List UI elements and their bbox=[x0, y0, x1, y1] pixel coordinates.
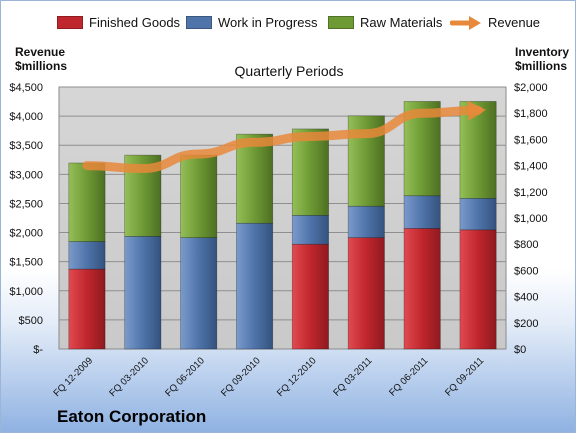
right-tick-label: $400 bbox=[514, 292, 538, 304]
left-tick-label: $500 bbox=[19, 315, 43, 327]
left-tick-label: $2,000 bbox=[9, 228, 43, 240]
right-tick-label: $200 bbox=[514, 318, 538, 330]
legend: Finished Goods Work in Progress Raw Mate… bbox=[1, 15, 575, 35]
plot-title: Quarterly Periods bbox=[234, 63, 344, 79]
x-tick-label: FQ 06-2011 bbox=[387, 355, 430, 398]
right-tick-label: $1,600 bbox=[514, 134, 548, 146]
legend-item-finished-goods: Finished Goods bbox=[57, 15, 180, 30]
revenue-line bbox=[82, 105, 483, 174]
finished-goods-swatch bbox=[57, 16, 83, 29]
legend-item-raw-materials: Raw Materials bbox=[328, 15, 442, 30]
raw-materials-bar bbox=[236, 133, 274, 224]
revenue-arrow-icon bbox=[450, 15, 481, 30]
x-tick-label: FQ 06-2010 bbox=[163, 355, 207, 399]
raw-materials-swatch bbox=[328, 16, 354, 29]
work-in-progress-bar bbox=[180, 237, 218, 350]
right-tick-label: $1,800 bbox=[514, 108, 548, 120]
finished-goods-bar bbox=[291, 243, 329, 350]
right-tick-label: $0 bbox=[514, 344, 526, 356]
right-axis-title-line2: $millions bbox=[515, 59, 568, 73]
x-tick-label: FQ 09-2010 bbox=[219, 355, 263, 399]
left-tick-label: $2,500 bbox=[9, 198, 43, 210]
left-axis-title: Revenue $millions bbox=[15, 45, 67, 73]
work-in-progress-bar bbox=[124, 235, 162, 350]
raw-materials-bar bbox=[459, 101, 497, 199]
right-tick-label: $1,000 bbox=[514, 213, 548, 225]
finished-goods-bar bbox=[68, 268, 106, 350]
x-tick-label: FQ 03-2010 bbox=[107, 355, 151, 399]
work-in-progress-bar bbox=[68, 241, 106, 270]
x-tick-label: FQ 09-2011 bbox=[443, 355, 486, 398]
work-in-progress-bar bbox=[347, 205, 385, 239]
legend-label: Finished Goods bbox=[89, 15, 181, 30]
work-in-progress-bar bbox=[459, 198, 497, 231]
left-tick-label: $3,000 bbox=[9, 169, 43, 181]
raw-materials-bar bbox=[180, 154, 218, 238]
revenue-arrowhead bbox=[467, 100, 487, 121]
raw-materials-bar bbox=[291, 128, 329, 216]
raw-materials-bar bbox=[68, 162, 106, 242]
x-tick-label: FQ 12-2010 bbox=[275, 355, 319, 399]
right-tick-label: $600 bbox=[514, 265, 538, 277]
right-tick-label: $1,400 bbox=[514, 161, 548, 173]
right-tick-label: $2,000 bbox=[514, 82, 548, 94]
finished-goods-bar bbox=[403, 228, 441, 350]
legend-item-revenue: Revenue bbox=[450, 15, 540, 30]
left-tick-label: $4,000 bbox=[9, 111, 43, 123]
left-tick-label: $1,000 bbox=[9, 286, 43, 298]
finished-goods-bar bbox=[459, 229, 497, 350]
left-tick-label: $4,500 bbox=[9, 82, 43, 94]
right-axis-title: Inventory $millions bbox=[515, 45, 569, 73]
right-tick-label: $1,200 bbox=[514, 187, 548, 199]
work-in-progress-bar bbox=[291, 215, 329, 245]
work-in-progress-bar bbox=[236, 222, 274, 350]
company-name: Eaton Corporation bbox=[57, 407, 207, 426]
right-tick-label: $800 bbox=[514, 239, 538, 251]
left-axis-title-line2: $millions bbox=[15, 59, 68, 73]
left-tick-label: $- bbox=[33, 344, 43, 356]
finished-goods-bar bbox=[347, 237, 385, 350]
legend-label: Work in Progress bbox=[218, 15, 318, 30]
work-in-progress-bar bbox=[403, 195, 441, 229]
legend-item-work-in-progress: Work in Progress bbox=[186, 15, 317, 30]
work-in-progress-swatch bbox=[186, 16, 212, 29]
x-tick-label: FQ 03-2011 bbox=[331, 355, 374, 398]
x-tick-label: FQ 12-2009 bbox=[51, 355, 95, 399]
right-axis-title-line1: Inventory bbox=[515, 45, 570, 59]
left-tick-label: $1,500 bbox=[9, 257, 43, 269]
legend-label: Revenue bbox=[488, 15, 541, 30]
legend-label: Raw Materials bbox=[360, 15, 443, 30]
left-axis-title-line1: Revenue bbox=[15, 45, 66, 59]
left-tick-label: $3,500 bbox=[9, 140, 43, 152]
